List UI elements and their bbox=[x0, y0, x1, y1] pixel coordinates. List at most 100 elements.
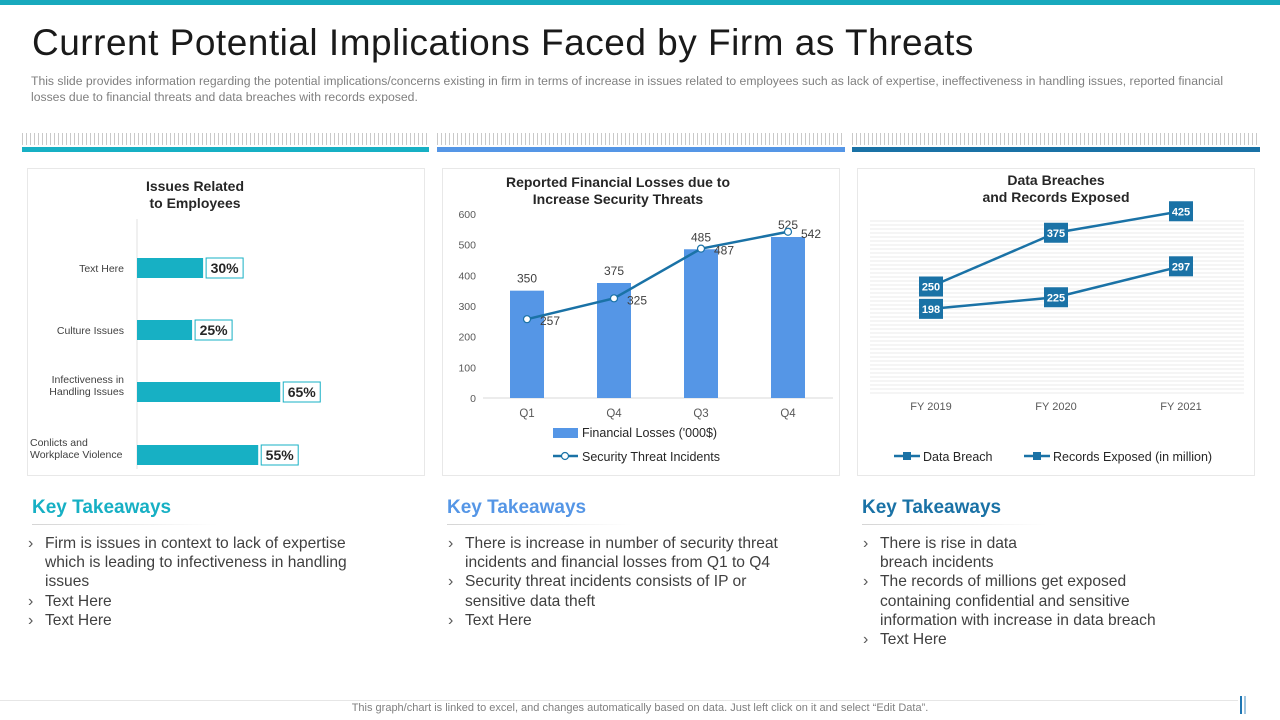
y-tick-label: 0 bbox=[470, 393, 476, 405]
takeaways-heading-2: Key Takeaways bbox=[447, 497, 587, 518]
takeaway-item: Text Here bbox=[863, 630, 1173, 649]
value-label: 30% bbox=[211, 260, 240, 276]
page-title: Current Potential Implications Faced by … bbox=[32, 22, 974, 63]
chart-title: Reported Financial Losses due to bbox=[506, 174, 730, 190]
takeaways-heading-1: Key Takeaways bbox=[32, 497, 172, 518]
point-value-label: 297 bbox=[1172, 261, 1190, 273]
category-label: Handling Issues bbox=[49, 386, 124, 398]
point-value-label: 250 bbox=[922, 282, 940, 294]
point-marker bbox=[919, 298, 943, 319]
takeaway-item: There is rise in data breach incidents bbox=[863, 534, 1173, 572]
chart-title: to Employees bbox=[149, 195, 240, 211]
bar bbox=[510, 290, 544, 398]
series-line bbox=[526, 230, 789, 321]
bar-value-label: 350 bbox=[517, 272, 537, 286]
point-marker bbox=[1044, 287, 1068, 308]
point-marker bbox=[1044, 222, 1068, 243]
hatch-divider-3 bbox=[852, 133, 1260, 145]
page-description: This slide provides information regardin… bbox=[31, 74, 1224, 104]
takeaway-item: The records of millions get exposed cont… bbox=[863, 572, 1173, 630]
bar-value-label: 485 bbox=[691, 230, 711, 244]
chart-panel-data-breaches[interactable]: Data Breaches and Records Exposed FY 2019 F… bbox=[857, 168, 1255, 476]
value-label-box bbox=[194, 319, 233, 341]
category-label: Conlicts and bbox=[30, 437, 88, 449]
top-accent-bar bbox=[0, 0, 1280, 5]
value-label: 25% bbox=[200, 322, 229, 338]
takeaway-item: There is increase in number of security … bbox=[448, 534, 803, 572]
takeaways-underline-1 bbox=[32, 524, 217, 525]
line-value-label: 257 bbox=[540, 314, 560, 328]
takeaway-item: Text Here bbox=[448, 611, 803, 630]
legend-label: Security Threat Incidents bbox=[582, 450, 720, 464]
corner-mark bbox=[1240, 696, 1242, 714]
point-value-label: 425 bbox=[1172, 206, 1190, 218]
category-label: Workplace Violence bbox=[30, 449, 123, 461]
corner-mark bbox=[1244, 696, 1246, 714]
line-point bbox=[783, 227, 793, 236]
takeaways-underline-2 bbox=[447, 524, 632, 525]
y-tick-label: 400 bbox=[458, 270, 476, 282]
line-value-label: 542 bbox=[801, 227, 821, 241]
chart-title: Issues Related bbox=[146, 178, 244, 194]
legend-label: Records Exposed (in million) bbox=[1053, 450, 1212, 464]
legend-swatch-bar bbox=[553, 428, 578, 438]
chart-title: Increase Security Threats bbox=[533, 191, 704, 207]
category-label: Infectiveness in bbox=[52, 374, 125, 386]
chart-panel-employee-issues[interactable]: Issues Related to Employees Text Here 30% Cu… bbox=[27, 168, 425, 476]
value-label-box bbox=[282, 381, 321, 403]
x-tick-label: Q4 bbox=[606, 408, 622, 420]
line-point bbox=[522, 315, 532, 324]
x-tick-label: Q3 bbox=[693, 408, 708, 420]
x-tick-label: Q1 bbox=[519, 408, 534, 420]
legend-label: Data Breach bbox=[923, 450, 993, 464]
line-point bbox=[609, 294, 619, 303]
legend-label: Financial Losses ('000$) bbox=[582, 426, 717, 440]
line-value-label: 487 bbox=[714, 244, 734, 258]
value-label: 55% bbox=[266, 447, 295, 463]
legend-swatch-marker bbox=[903, 452, 911, 460]
legend-swatch-marker bbox=[1033, 452, 1041, 460]
y-tick-label: 300 bbox=[458, 301, 476, 313]
takeaway-item: Text Here bbox=[28, 611, 358, 630]
financial-losses-chart[interactable]: Reported Financial Losses due toIncrease… bbox=[443, 169, 841, 477]
chart-title: and Records Exposed bbox=[982, 189, 1129, 205]
point-marker bbox=[1169, 201, 1193, 222]
chart-panel-financial-losses[interactable]: Reported Financial Losses due to Increase… bbox=[442, 168, 840, 476]
takeaways-list-3: There is rise in data breach incidents T… bbox=[863, 534, 1173, 649]
point-value-label: 375 bbox=[1047, 228, 1065, 240]
y-tick-label: 500 bbox=[458, 240, 476, 252]
footer-divider bbox=[0, 700, 1238, 701]
bar bbox=[137, 258, 204, 278]
bar bbox=[684, 249, 718, 398]
column-bar-darkblue bbox=[852, 147, 1260, 152]
x-tick-label: FY 2021 bbox=[1160, 401, 1201, 413]
legend-swatch-point bbox=[560, 451, 570, 461]
takeaways-underline-3 bbox=[862, 524, 1047, 525]
line-point bbox=[696, 244, 706, 253]
y-tick-label: 200 bbox=[458, 332, 476, 344]
bar bbox=[137, 445, 259, 465]
line-value-label: 325 bbox=[627, 293, 647, 307]
x-tick-label: FY 2020 bbox=[1035, 401, 1076, 413]
y-tick-label: 100 bbox=[458, 362, 476, 374]
hatch-divider-1 bbox=[22, 133, 429, 145]
chart-title: Data Breaches bbox=[1007, 172, 1104, 188]
x-tick-label: FY 2019 bbox=[910, 401, 951, 413]
value-label-box bbox=[205, 257, 244, 279]
bar bbox=[137, 382, 281, 402]
takeaway-item: Security threat incidents consists of IP… bbox=[448, 572, 803, 610]
takeaways-list-2: There is increase in number of security … bbox=[448, 534, 803, 630]
y-tick-label: 600 bbox=[458, 209, 476, 221]
hatch-divider-2 bbox=[437, 133, 845, 145]
category-label: Text Here bbox=[79, 263, 124, 275]
bar bbox=[771, 237, 805, 398]
column-bar-teal bbox=[22, 147, 429, 152]
point-marker bbox=[1169, 256, 1193, 277]
takeaway-item: Text Here bbox=[28, 592, 358, 611]
takeaways-heading-3: Key Takeaways bbox=[862, 497, 1002, 518]
value-label: 65% bbox=[288, 384, 317, 400]
x-tick-label: Q4 bbox=[780, 408, 796, 420]
bar bbox=[137, 320, 193, 340]
